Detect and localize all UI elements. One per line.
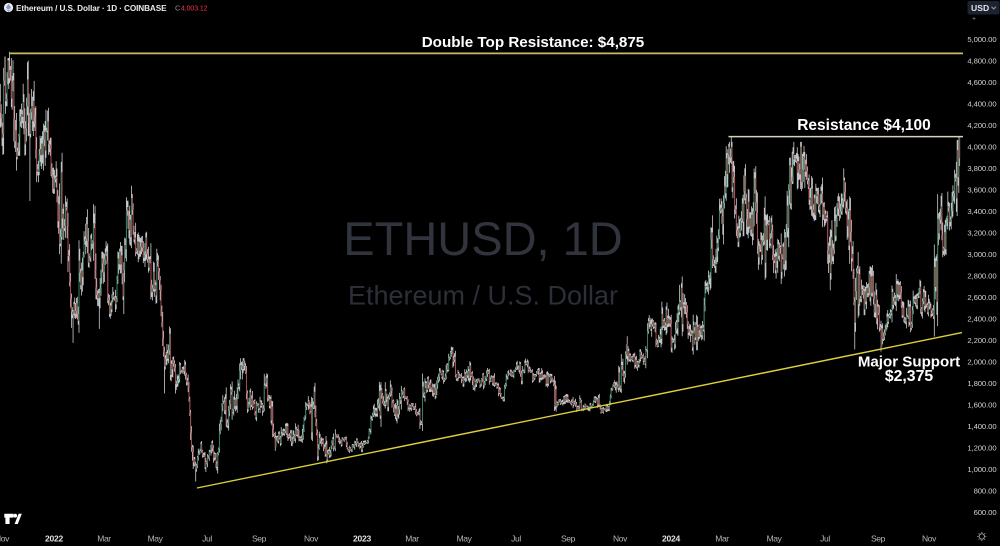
- svg-text:800.00: 800.00: [974, 486, 997, 495]
- svg-text:1,800.00: 1,800.00: [967, 379, 996, 388]
- svg-text:2022: 2022: [45, 534, 64, 544]
- svg-text:Sep: Sep: [871, 534, 886, 544]
- svg-text:Nov: Nov: [304, 534, 319, 544]
- svg-text:Double Top Resistance: $4,875: Double Top Resistance: $4,875: [422, 34, 645, 51]
- svg-text:C: C: [175, 4, 181, 13]
- svg-text:Sep: Sep: [561, 534, 576, 544]
- svg-text:May: May: [767, 534, 783, 544]
- svg-text:Ethereum / U.S. Dollar: Ethereum / U.S. Dollar: [348, 281, 618, 311]
- svg-text:ETHUSD, 1D: ETHUSD, 1D: [343, 212, 622, 265]
- svg-text:Nov: Nov: [922, 534, 937, 544]
- svg-text:4,200.00: 4,200.00: [967, 121, 996, 130]
- svg-text:3,800.00: 3,800.00: [967, 164, 996, 173]
- svg-text:3,600.00: 3,600.00: [967, 185, 996, 194]
- svg-text:1,400.00: 1,400.00: [967, 422, 996, 431]
- svg-text:4,003.12: 4,003.12: [181, 6, 208, 13]
- svg-text:1,200.00: 1,200.00: [967, 443, 996, 452]
- svg-text:4,800.00: 4,800.00: [967, 56, 996, 65]
- svg-text:2024: 2024: [662, 534, 681, 544]
- svg-text:Jul: Jul: [820, 534, 830, 544]
- svg-text:3,400.00: 3,400.00: [967, 207, 996, 216]
- svg-text:Jul: Jul: [511, 534, 521, 544]
- svg-text:USD: USD: [971, 3, 989, 13]
- svg-text:600.00: 600.00: [974, 508, 997, 517]
- svg-text:Major Support: Major Support: [858, 354, 960, 371]
- svg-text:3,200.00: 3,200.00: [967, 228, 996, 237]
- svg-text:Mar: Mar: [405, 534, 419, 544]
- svg-text:Mar: Mar: [715, 534, 729, 544]
- svg-text:May: May: [457, 534, 473, 544]
- svg-text:Sep: Sep: [252, 534, 267, 544]
- svg-text:2,400.00: 2,400.00: [967, 314, 996, 323]
- svg-text:May: May: [148, 534, 164, 544]
- svg-text:Nov: Nov: [613, 534, 628, 544]
- svg-text:4,000.00: 4,000.00: [967, 142, 996, 151]
- svg-text:2,200.00: 2,200.00: [967, 336, 996, 345]
- svg-text:Nov: Nov: [0, 534, 10, 544]
- svg-text:1,000.00: 1,000.00: [967, 465, 996, 474]
- svg-text:5,000.00: 5,000.00: [967, 35, 996, 44]
- svg-text:Resistance $4,100: Resistance $4,100: [797, 117, 931, 134]
- svg-text:4,400.00: 4,400.00: [967, 99, 996, 108]
- svg-text:2023: 2023: [353, 534, 372, 544]
- svg-text:1,600.00: 1,600.00: [967, 400, 996, 409]
- svg-text:$2,375: $2,375: [885, 368, 934, 385]
- svg-text:Mar: Mar: [97, 534, 111, 544]
- svg-text:3,000.00: 3,000.00: [967, 250, 996, 259]
- svg-text:2,000.00: 2,000.00: [967, 357, 996, 366]
- svg-text:2,800.00: 2,800.00: [967, 271, 996, 280]
- svg-text:2,600.00: 2,600.00: [967, 293, 996, 302]
- svg-text:4,600.00: 4,600.00: [967, 78, 996, 87]
- svg-text:Ethereum / U.S. Dollar · 1D ·: Ethereum / U.S. Dollar · 1D · COINBASE: [16, 4, 167, 13]
- svg-text:Jul: Jul: [202, 534, 212, 544]
